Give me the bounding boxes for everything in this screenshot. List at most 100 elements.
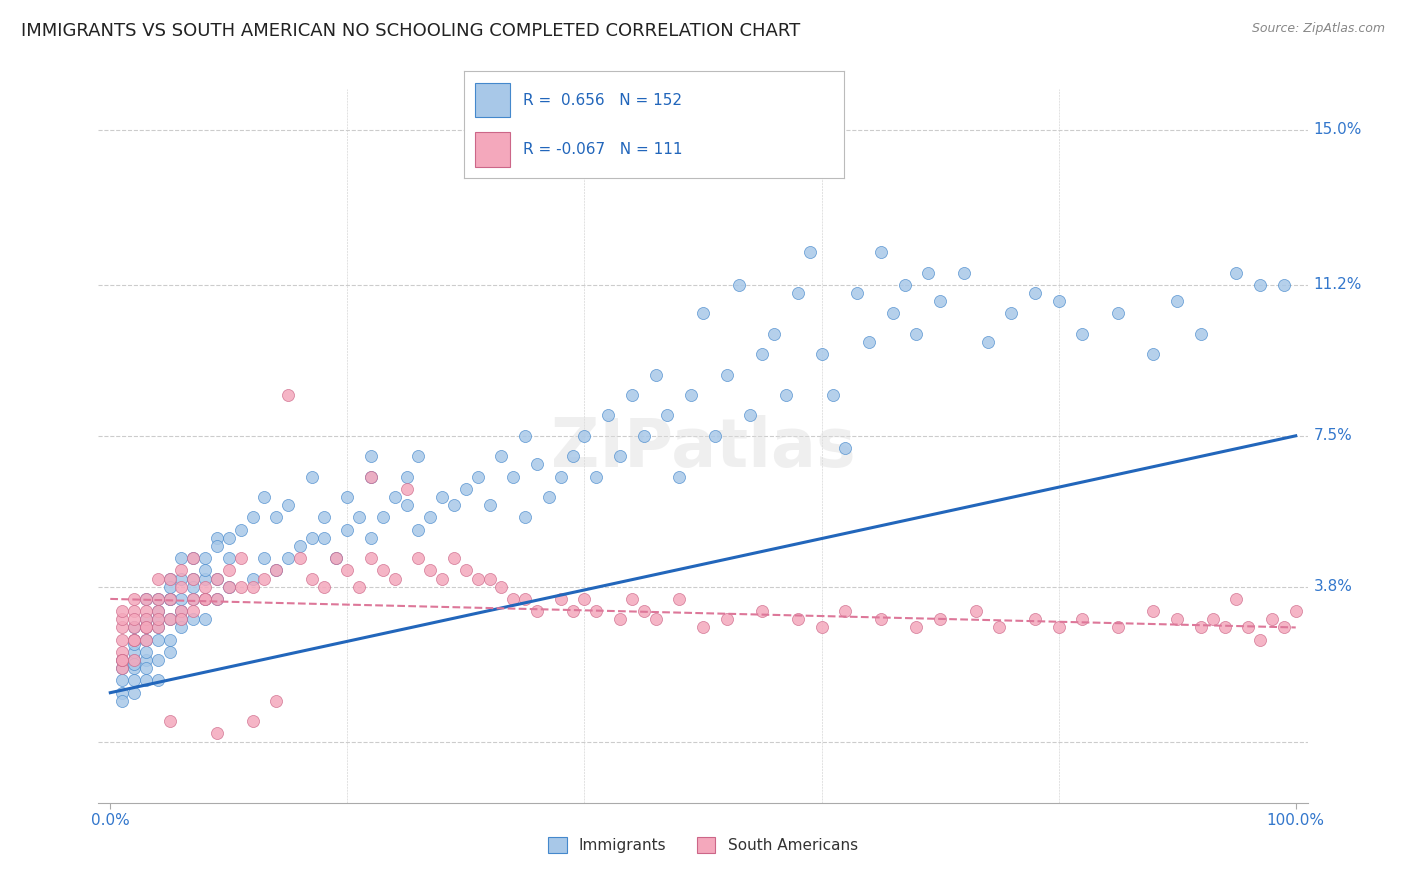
Point (846, 286, 869, 301)
Text: 15.0%: 15.0% (1313, 122, 1362, 137)
Point (763, 326, 786, 341)
Point (170, 612, 193, 626)
Point (1107, 306, 1129, 320)
Point (751, 604, 773, 618)
Point (692, 306, 714, 320)
Point (135, 620, 157, 634)
Legend: Immigrants, South Americans: Immigrants, South Americans (543, 831, 863, 859)
Point (301, 469, 323, 483)
Point (633, 604, 655, 618)
Point (122, 632, 145, 647)
Point (146, 572, 169, 586)
Point (218, 563, 240, 577)
Point (312, 510, 335, 524)
Point (159, 591, 181, 606)
Point (122, 632, 145, 647)
Point (122, 620, 145, 634)
Point (384, 490, 406, 504)
Point (347, 580, 370, 594)
Point (170, 551, 193, 566)
Point (170, 563, 193, 577)
Point (170, 604, 193, 618)
Point (135, 620, 157, 634)
Point (561, 604, 583, 618)
Point (159, 632, 181, 647)
Point (194, 551, 217, 566)
Point (502, 469, 524, 483)
Point (644, 368, 666, 382)
Point (467, 469, 489, 483)
Point (408, 523, 430, 537)
Point (288, 551, 311, 566)
Text: R = -0.067   N = 111: R = -0.067 N = 111 (523, 142, 682, 157)
Point (264, 694, 287, 708)
Point (775, 388, 797, 402)
Point (205, 726, 228, 740)
Point (905, 326, 928, 341)
Text: 7.5%: 7.5% (1313, 428, 1353, 443)
Point (218, 551, 240, 566)
Point (1189, 326, 1212, 341)
Point (1142, 347, 1164, 361)
Point (965, 604, 987, 618)
Point (264, 510, 287, 524)
Point (443, 551, 465, 566)
Point (111, 653, 134, 667)
Point (929, 294, 952, 309)
Point (432, 572, 454, 586)
Point (111, 620, 134, 634)
Point (205, 531, 228, 545)
Point (301, 531, 323, 545)
Point (111, 653, 134, 667)
Point (609, 612, 631, 626)
Point (526, 604, 548, 618)
Point (1272, 620, 1295, 634)
Point (194, 591, 217, 606)
Point (229, 551, 252, 566)
Point (205, 539, 228, 553)
Point (111, 673, 134, 688)
Text: IMMIGRANTS VS SOUTH AMERICAN NO SCHOOLING COMPLETED CORRELATION CHART: IMMIGRANTS VS SOUTH AMERICAN NO SCHOOLIN… (21, 22, 800, 40)
Point (277, 388, 299, 402)
Point (111, 686, 134, 700)
Point (146, 591, 169, 606)
Point (432, 490, 454, 504)
Point (810, 347, 832, 361)
Text: Source: ZipAtlas.com: Source: ZipAtlas.com (1251, 22, 1385, 36)
Point (491, 580, 513, 594)
Point (111, 661, 134, 675)
Point (336, 563, 359, 577)
Point (515, 429, 537, 443)
Point (181, 572, 204, 586)
Point (526, 458, 548, 472)
Point (905, 620, 928, 634)
Point (574, 429, 596, 443)
Point (395, 469, 418, 483)
Point (751, 347, 773, 361)
Point (585, 604, 607, 618)
Point (205, 591, 228, 606)
Point (312, 580, 335, 594)
Point (181, 604, 204, 618)
Point (869, 245, 891, 260)
Point (218, 580, 240, 594)
Point (1107, 620, 1129, 634)
Point (205, 591, 228, 606)
Point (668, 469, 690, 483)
Point (360, 449, 382, 463)
Point (443, 498, 465, 512)
Point (633, 429, 655, 443)
Point (159, 714, 181, 729)
Point (893, 277, 915, 292)
Point (181, 551, 204, 566)
Point (620, 388, 643, 402)
Point (159, 591, 181, 606)
Point (834, 441, 856, 455)
Point (159, 612, 181, 626)
Point (159, 580, 181, 594)
Point (408, 449, 430, 463)
Point (419, 510, 441, 524)
Point (454, 563, 477, 577)
Text: R =  0.656   N = 152: R = 0.656 N = 152 (523, 93, 682, 108)
Point (122, 657, 145, 672)
